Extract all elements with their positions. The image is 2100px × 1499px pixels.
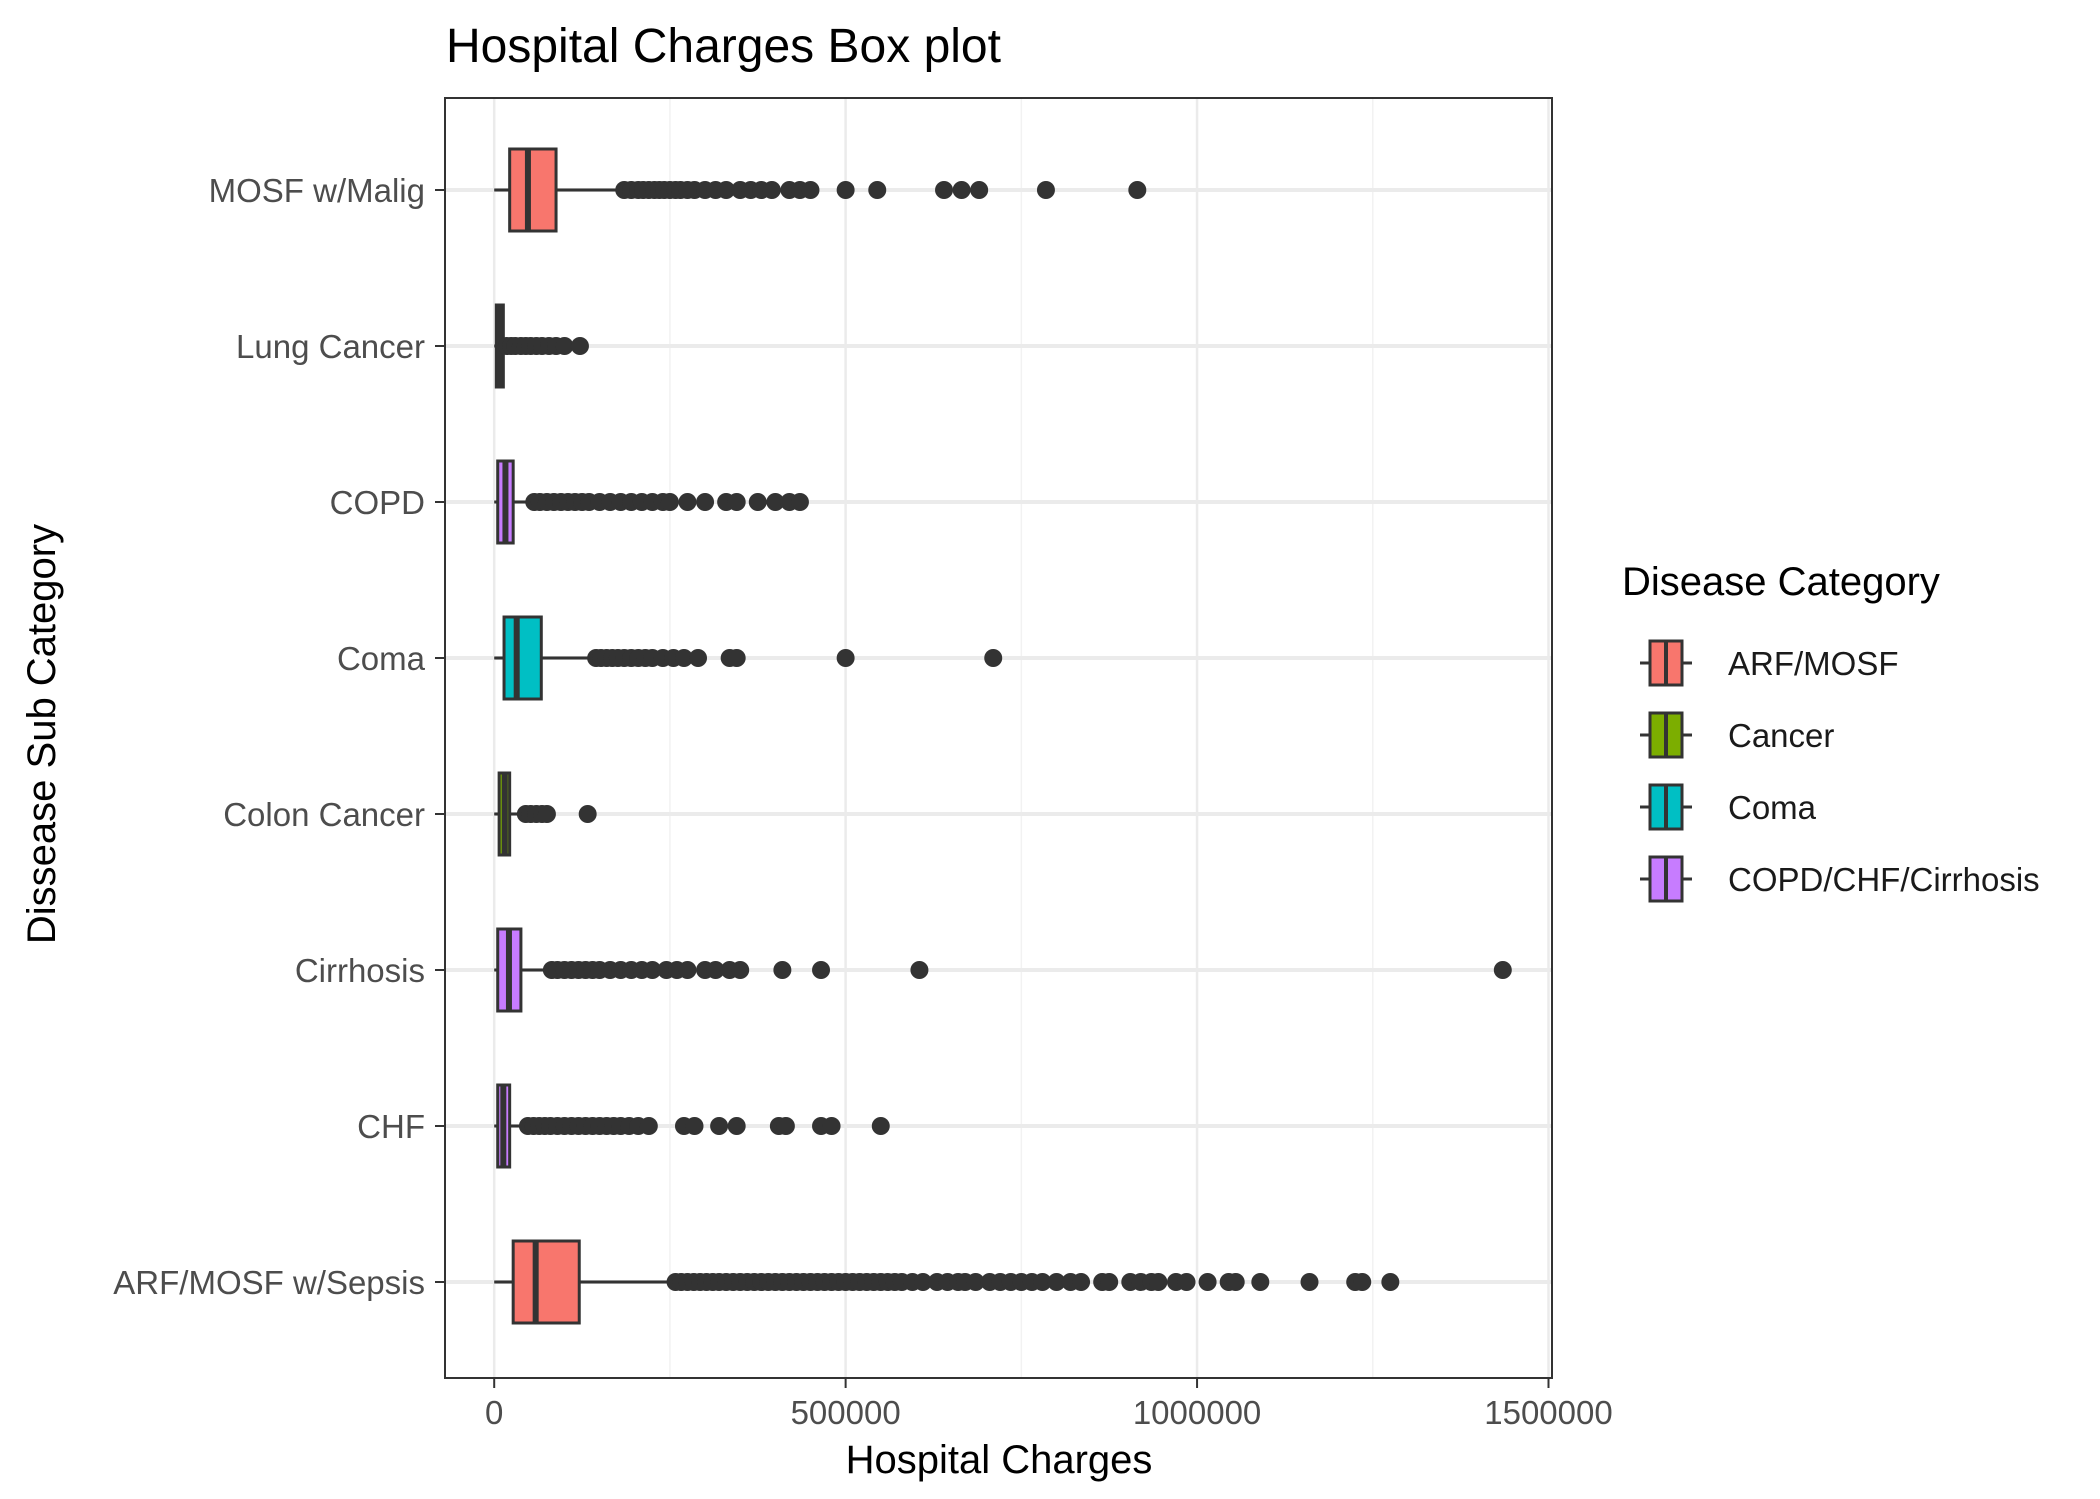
outlier-point xyxy=(766,493,785,511)
outlier-point xyxy=(674,649,693,667)
y-tick-label: MOSF w/Malig xyxy=(209,172,425,209)
outlier-point xyxy=(678,961,697,979)
outlier-point xyxy=(1251,1273,1270,1291)
outlier-point xyxy=(952,181,971,199)
outlier-point xyxy=(717,181,736,199)
panel-background xyxy=(445,98,1552,1378)
x-tick-label: 1500000 xyxy=(1484,1394,1612,1431)
outlier-point xyxy=(801,181,820,199)
box-group xyxy=(494,1239,1400,1325)
box xyxy=(508,147,558,233)
outlier-point xyxy=(776,1117,795,1135)
outlier-point xyxy=(910,961,929,979)
legend-item: Cancer xyxy=(1640,711,1834,759)
outlier-point xyxy=(935,181,954,199)
outlier-point xyxy=(706,961,725,979)
outlier-point xyxy=(696,493,715,511)
outlier-point xyxy=(555,337,574,355)
outlier-point xyxy=(1128,181,1147,199)
outlier-point xyxy=(1033,1273,1052,1291)
x-tick-label: 0 xyxy=(485,1394,503,1431)
outlier-point xyxy=(822,1117,841,1135)
outlier-point xyxy=(913,1273,932,1291)
axes: MOSF w/Malig Lung Cancer COPD Coma Colon Can… xyxy=(113,172,1612,1431)
legend-item: Coma xyxy=(1640,783,1817,831)
box-group xyxy=(494,771,597,857)
panel-border xyxy=(444,97,1553,1379)
outlier-point xyxy=(639,1117,658,1135)
outlier-point xyxy=(790,493,809,511)
outlier-point xyxy=(1047,1273,1066,1291)
outlier-point xyxy=(1300,1273,1319,1291)
outlier-point xyxy=(871,1117,890,1135)
outlier-point xyxy=(1353,1273,1372,1291)
outlier-point xyxy=(748,493,767,511)
outlier-point xyxy=(970,181,989,199)
outlier-point xyxy=(1036,181,1055,199)
outlier-point xyxy=(836,181,855,199)
x-axis-title: Hospital Charges xyxy=(846,1438,1153,1482)
legend-label: Coma xyxy=(1728,789,1817,826)
legend-label: COPD/CHF/Cirrhosis xyxy=(1728,861,2040,898)
y-tick-label: Cirrhosis xyxy=(295,952,425,989)
outlier-point xyxy=(727,1117,746,1135)
legend-label: ARF/MOSF xyxy=(1728,645,1899,682)
outlier-point xyxy=(1226,1273,1245,1291)
box xyxy=(511,1239,581,1325)
x-tick-label: 500000 xyxy=(791,1394,901,1431)
y-tick-label: Coma xyxy=(337,640,426,677)
outlier-point xyxy=(812,961,831,979)
outlier-point xyxy=(1493,961,1512,979)
legend: Disease Category ARF/MOSF Cancer Coma COPD/… xyxy=(1622,560,2040,903)
plot-boxes xyxy=(494,147,1512,1325)
outlier-point xyxy=(643,961,662,979)
y-axis-title: Dissease Sub Category xyxy=(20,524,64,944)
outlier-point xyxy=(537,805,556,823)
outlier-point xyxy=(731,961,750,979)
grid xyxy=(445,98,1552,1378)
outlier-point xyxy=(1177,1273,1196,1291)
outlier-point xyxy=(689,649,708,667)
outlier-point xyxy=(578,805,597,823)
y-tick-label: Lung Cancer xyxy=(236,328,425,365)
box-group xyxy=(494,147,1147,233)
box-group xyxy=(494,459,809,545)
outlier-point xyxy=(773,961,792,979)
outlier-point xyxy=(678,493,697,511)
outlier-point xyxy=(984,649,1003,667)
outlier-point xyxy=(1381,1273,1400,1291)
outlier-point xyxy=(685,1117,704,1135)
outlier-point xyxy=(570,337,589,355)
y-tick-label: ARF/MOSF w/Sepsis xyxy=(113,1264,425,1301)
y-tick-label: COPD xyxy=(330,484,425,521)
outlier-point xyxy=(710,1117,729,1135)
box-group xyxy=(494,303,589,389)
outlier-point xyxy=(762,181,781,199)
y-tick-label: CHF xyxy=(357,1108,425,1145)
box-group xyxy=(494,615,1003,701)
box-group xyxy=(494,1083,890,1169)
outlier-point xyxy=(966,1273,985,1291)
outlier-point xyxy=(1149,1273,1168,1291)
outlier-point xyxy=(727,649,746,667)
outlier-point xyxy=(1100,1273,1119,1291)
outlier-point xyxy=(660,493,679,511)
box xyxy=(502,615,543,701)
outlier-point xyxy=(868,181,887,199)
outlier-point xyxy=(1072,1273,1091,1291)
legend-item: COPD/CHF/Cirrhosis xyxy=(1640,855,2040,903)
legend-item: ARF/MOSF xyxy=(1640,639,1899,687)
y-tick-label: Colon Cancer xyxy=(223,796,425,833)
x-tick-label: 1000000 xyxy=(1133,1394,1261,1431)
chart-title: Hospital Charges Box plot xyxy=(446,20,1001,73)
outlier-point xyxy=(836,649,855,667)
outlier-point xyxy=(727,493,746,511)
legend-label: Cancer xyxy=(1728,717,1834,754)
box-group xyxy=(494,927,1512,1013)
legend-title: Disease Category xyxy=(1622,560,1940,604)
outlier-point xyxy=(1198,1273,1217,1291)
